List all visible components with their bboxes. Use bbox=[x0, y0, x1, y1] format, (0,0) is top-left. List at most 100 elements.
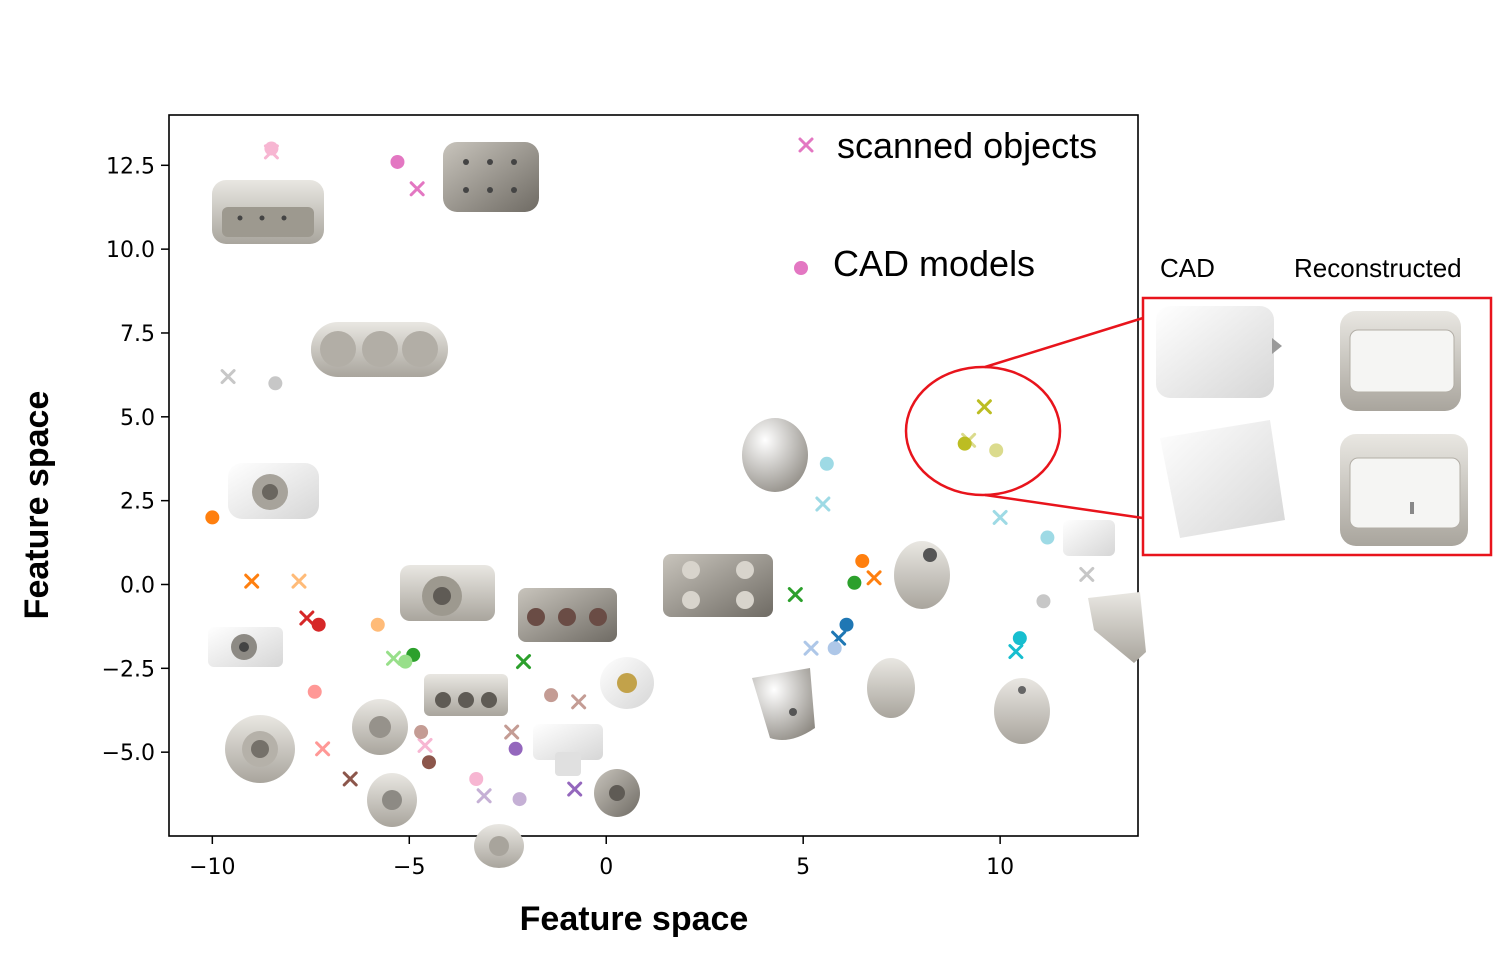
scanned-object-point bbox=[409, 181, 425, 197]
scanned-object-point bbox=[476, 788, 492, 804]
round-socket-thumbnail bbox=[352, 699, 408, 755]
scanned-object-point bbox=[291, 573, 307, 589]
y-tick-label: 10.0 bbox=[106, 238, 155, 263]
cad-model-point bbox=[827, 641, 842, 656]
legend: scanned objects CAD models bbox=[794, 125, 1097, 284]
x-axis-ticks: −10 −5 0 5 10 bbox=[189, 836, 1014, 880]
scanned-object-point bbox=[803, 640, 819, 656]
inset-cad-render bbox=[1156, 306, 1282, 398]
cad-model-point bbox=[819, 456, 834, 471]
x-tick-label: 10 bbox=[986, 855, 1014, 880]
cad-model-point bbox=[421, 755, 436, 770]
inset-cad-render bbox=[1160, 420, 1285, 538]
scanned-object-point bbox=[815, 496, 831, 512]
socket-thumbnail bbox=[400, 565, 495, 621]
x-tick-label: 5 bbox=[796, 855, 810, 880]
scanned-object-point bbox=[504, 724, 520, 740]
cad-model-point bbox=[989, 443, 1004, 458]
scanned-object-point bbox=[516, 654, 532, 670]
highlight-callout: CAD Reconstructed bbox=[904, 253, 1493, 557]
object-thumbnails bbox=[208, 142, 1146, 868]
legend-label-cad: CAD models bbox=[833, 243, 1035, 284]
cad-model-point bbox=[268, 376, 283, 391]
y-tick-label: 0.0 bbox=[120, 573, 155, 598]
y-tick-label: 7.5 bbox=[120, 322, 155, 347]
cad-model-point bbox=[398, 654, 413, 669]
cad-model-point bbox=[508, 741, 523, 756]
cad-model-point bbox=[414, 725, 429, 740]
y-tick-label: 5.0 bbox=[120, 406, 155, 431]
y-tick-label: −5.0 bbox=[102, 741, 155, 766]
scanned-object-point bbox=[976, 399, 992, 415]
power-strip-thumbnail bbox=[443, 142, 539, 212]
scanned-object-point bbox=[1008, 644, 1024, 660]
scanned-object-point bbox=[567, 781, 583, 797]
y-axis-title: Feature space bbox=[18, 391, 56, 620]
scanned-object-point bbox=[315, 741, 331, 757]
cad-model-point bbox=[390, 154, 405, 169]
x-axis-title: Feature space bbox=[520, 900, 749, 938]
box-thumbnail bbox=[1088, 592, 1146, 663]
y-axis-ticks: −5.0 −2.5 0.0 2.5 5.0 7.5 10.0 12.5 bbox=[102, 154, 169, 766]
cad-model-point bbox=[855, 554, 870, 569]
round-socket-thumbnail bbox=[367, 773, 417, 827]
inset-reconstructed-render bbox=[1340, 434, 1468, 546]
cad-model-point bbox=[370, 617, 385, 632]
scanned-object-point bbox=[992, 509, 1008, 525]
socket-thumbnail bbox=[208, 627, 283, 667]
round-socket-thumbnail bbox=[594, 769, 640, 817]
legend-marker-dot bbox=[794, 261, 808, 275]
scanned-object-point bbox=[386, 650, 402, 666]
t-connector-thumbnail bbox=[533, 724, 603, 776]
round-socket-thumbnail bbox=[600, 657, 654, 709]
dome-cap-thumbnail bbox=[752, 668, 815, 741]
cad-model-point bbox=[847, 575, 862, 590]
legend-x-glyph bbox=[798, 137, 814, 153]
x-tick-label: 0 bbox=[599, 855, 613, 880]
scanned-object-point bbox=[787, 587, 803, 603]
box-thumbnail bbox=[1063, 520, 1115, 556]
dome-cap-thumbnail bbox=[994, 678, 1050, 744]
cad-model-point bbox=[957, 436, 972, 451]
cad-model-point bbox=[469, 771, 484, 786]
scanned-object-point bbox=[342, 771, 358, 787]
scanned-object-point bbox=[571, 694, 587, 710]
cad-model-point bbox=[839, 617, 854, 632]
y-tick-label: 2.5 bbox=[120, 490, 155, 515]
scanned-object-point bbox=[299, 610, 315, 626]
power-strip-thumbnail bbox=[212, 180, 324, 244]
cad-model-point bbox=[1012, 631, 1027, 646]
cad-model-point bbox=[264, 141, 279, 156]
cad-model-point bbox=[307, 684, 322, 699]
scanned-object-point bbox=[866, 570, 882, 586]
triple-socket-thumbnail bbox=[424, 674, 508, 716]
round-socket-thumbnail bbox=[225, 715, 295, 783]
cad-model-point bbox=[205, 510, 220, 525]
legend-label-scanned: scanned objects bbox=[837, 125, 1097, 166]
scanned-object-point bbox=[1079, 566, 1095, 582]
x-tick-label: −10 bbox=[189, 855, 235, 880]
scanned-object-point bbox=[220, 369, 236, 385]
x-tick-label: −5 bbox=[393, 855, 425, 880]
cad-model-point bbox=[512, 792, 527, 807]
cad-model-point bbox=[1040, 530, 1055, 545]
inset-header-cad: CAD bbox=[1160, 253, 1215, 283]
round-socket-thumbnail bbox=[474, 824, 524, 868]
legend-marker-x bbox=[798, 137, 814, 153]
callout-line-top bbox=[984, 316, 1144, 369]
triple-socket-thumbnail bbox=[311, 322, 448, 377]
highlight-ellipse bbox=[904, 365, 1062, 497]
dome-cap-thumbnail bbox=[867, 658, 915, 718]
dome-cap-thumbnail bbox=[894, 541, 950, 609]
cad-model-point bbox=[1036, 594, 1051, 609]
y-tick-label: 12.5 bbox=[106, 154, 155, 179]
cad-model-point bbox=[544, 688, 559, 703]
y-tick-label: −2.5 bbox=[102, 657, 155, 682]
triple-socket-thumbnail bbox=[518, 588, 617, 642]
quad-socket-thumbnail bbox=[663, 554, 773, 617]
cad-model-point bbox=[311, 617, 326, 632]
dome-cap-thumbnail bbox=[742, 418, 808, 492]
scatter-points bbox=[205, 141, 1095, 807]
plot-area bbox=[168, 114, 1139, 837]
